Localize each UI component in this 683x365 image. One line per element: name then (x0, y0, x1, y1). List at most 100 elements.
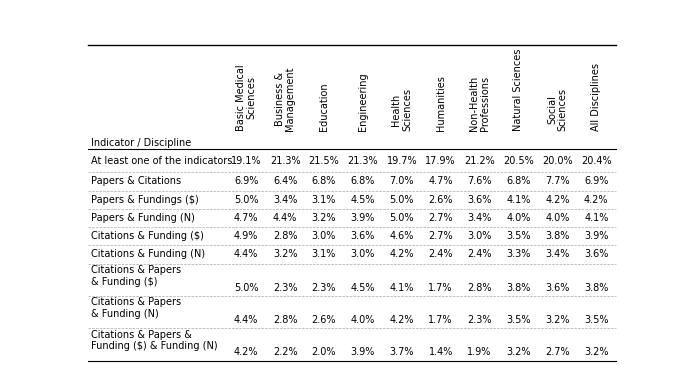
Text: 4.9%: 4.9% (234, 231, 258, 241)
Text: 3.0%: 3.0% (467, 231, 492, 241)
Text: 3.6%: 3.6% (545, 283, 570, 293)
Text: Citations & Funding (N): Citations & Funding (N) (91, 249, 205, 260)
Text: 3.2%: 3.2% (584, 347, 609, 357)
Text: 7.0%: 7.0% (389, 176, 414, 187)
Text: 3.7%: 3.7% (389, 347, 414, 357)
Text: 4.4%: 4.4% (273, 213, 297, 223)
Text: Citations & Funding ($): Citations & Funding ($) (91, 231, 204, 241)
Text: 7.6%: 7.6% (467, 176, 492, 187)
Text: Citations & Papers &
Funding ($) & Funding (N): Citations & Papers & Funding ($) & Fundi… (91, 330, 217, 351)
Text: 3.0%: 3.0% (350, 249, 375, 260)
Text: 3.4%: 3.4% (467, 213, 492, 223)
Text: 2.4%: 2.4% (467, 249, 492, 260)
Text: 6.9%: 6.9% (584, 176, 609, 187)
Text: 3.5%: 3.5% (506, 315, 531, 325)
Text: 1.7%: 1.7% (428, 283, 453, 293)
Text: Natural Sciences: Natural Sciences (514, 49, 523, 131)
Text: 4.5%: 4.5% (350, 195, 375, 205)
Text: Non-Health
Professions: Non-Health Professions (469, 76, 490, 131)
Text: 3.3%: 3.3% (506, 249, 531, 260)
Text: 4.1%: 4.1% (584, 213, 609, 223)
Text: 3.8%: 3.8% (584, 283, 609, 293)
Text: 3.6%: 3.6% (350, 231, 375, 241)
Text: Engineering: Engineering (358, 72, 368, 131)
Text: 4.2%: 4.2% (389, 249, 414, 260)
Text: 19.1%: 19.1% (231, 156, 262, 166)
Text: 5.0%: 5.0% (234, 283, 258, 293)
Text: 2.8%: 2.8% (273, 231, 297, 241)
Text: 2.7%: 2.7% (428, 231, 453, 241)
Text: Papers & Citations: Papers & Citations (91, 176, 181, 187)
Text: 3.2%: 3.2% (273, 249, 297, 260)
Text: 21.3%: 21.3% (270, 156, 301, 166)
Text: 3.8%: 3.8% (506, 283, 531, 293)
Text: Citations & Papers
& Funding (N): Citations & Papers & Funding (N) (91, 297, 181, 319)
Text: 3.2%: 3.2% (506, 347, 531, 357)
Text: 7.7%: 7.7% (545, 176, 570, 187)
Text: 2.3%: 2.3% (273, 283, 297, 293)
Text: Indicator / Discipline: Indicator / Discipline (91, 138, 191, 148)
Text: 2.3%: 2.3% (311, 283, 336, 293)
Text: 4.1%: 4.1% (506, 195, 531, 205)
Text: 4.4%: 4.4% (234, 315, 258, 325)
Text: Basic Medical
Sciences: Basic Medical Sciences (236, 64, 257, 131)
Text: 3.6%: 3.6% (584, 249, 609, 260)
Text: 20.4%: 20.4% (581, 156, 611, 166)
Text: 2.0%: 2.0% (311, 347, 336, 357)
Text: 3.2%: 3.2% (545, 315, 570, 325)
Text: 2.7%: 2.7% (428, 213, 453, 223)
Text: Business &
Management: Business & Management (275, 66, 296, 131)
Text: 3.1%: 3.1% (311, 195, 336, 205)
Text: Citations & Papers
& Funding ($): Citations & Papers & Funding ($) (91, 265, 181, 287)
Text: 4.6%: 4.6% (389, 231, 414, 241)
Text: 4.4%: 4.4% (234, 249, 258, 260)
Text: 6.4%: 6.4% (273, 176, 297, 187)
Text: At least one of the indicators: At least one of the indicators (91, 156, 232, 166)
Text: 17.9%: 17.9% (426, 156, 456, 166)
Text: 3.1%: 3.1% (311, 249, 336, 260)
Text: 2.2%: 2.2% (273, 347, 297, 357)
Text: 3.4%: 3.4% (273, 195, 297, 205)
Text: 21.5%: 21.5% (309, 156, 339, 166)
Text: Papers & Fundings ($): Papers & Fundings ($) (91, 195, 199, 205)
Text: 4.2%: 4.2% (234, 347, 258, 357)
Text: 21.2%: 21.2% (464, 156, 495, 166)
Text: 2.6%: 2.6% (311, 315, 336, 325)
Text: 3.8%: 3.8% (545, 231, 570, 241)
Text: 1.7%: 1.7% (428, 315, 453, 325)
Text: 4.7%: 4.7% (234, 213, 258, 223)
Text: 4.2%: 4.2% (545, 195, 570, 205)
Text: Papers & Funding (N): Papers & Funding (N) (91, 213, 195, 223)
Text: 3.5%: 3.5% (584, 315, 609, 325)
Text: All Disciplines: All Disciplines (591, 63, 601, 131)
Text: 3.4%: 3.4% (545, 249, 570, 260)
Text: 4.7%: 4.7% (428, 176, 453, 187)
Text: 2.8%: 2.8% (467, 283, 492, 293)
Text: 1.9%: 1.9% (467, 347, 492, 357)
Text: 19.7%: 19.7% (387, 156, 417, 166)
Text: 2.7%: 2.7% (545, 347, 570, 357)
Text: 4.2%: 4.2% (584, 195, 609, 205)
Text: 5.0%: 5.0% (389, 195, 414, 205)
Text: 6.8%: 6.8% (311, 176, 336, 187)
Text: 4.1%: 4.1% (389, 283, 414, 293)
Text: 3.9%: 3.9% (350, 213, 375, 223)
Text: 5.0%: 5.0% (234, 195, 258, 205)
Text: 2.4%: 2.4% (428, 249, 453, 260)
Text: 2.6%: 2.6% (428, 195, 453, 205)
Text: Humanities: Humanities (436, 75, 446, 131)
Text: 5.0%: 5.0% (389, 213, 414, 223)
Text: 20.0%: 20.0% (542, 156, 573, 166)
Text: 20.5%: 20.5% (503, 156, 534, 166)
Text: 4.0%: 4.0% (545, 213, 570, 223)
Text: 3.2%: 3.2% (311, 213, 336, 223)
Text: 21.3%: 21.3% (348, 156, 378, 166)
Text: 6.8%: 6.8% (506, 176, 531, 187)
Text: 1.4%: 1.4% (428, 347, 453, 357)
Text: 4.2%: 4.2% (389, 315, 414, 325)
Text: 2.8%: 2.8% (273, 315, 297, 325)
Text: Education: Education (319, 82, 329, 131)
Text: 2.3%: 2.3% (467, 315, 492, 325)
Text: 3.6%: 3.6% (467, 195, 492, 205)
Text: 4.0%: 4.0% (350, 315, 375, 325)
